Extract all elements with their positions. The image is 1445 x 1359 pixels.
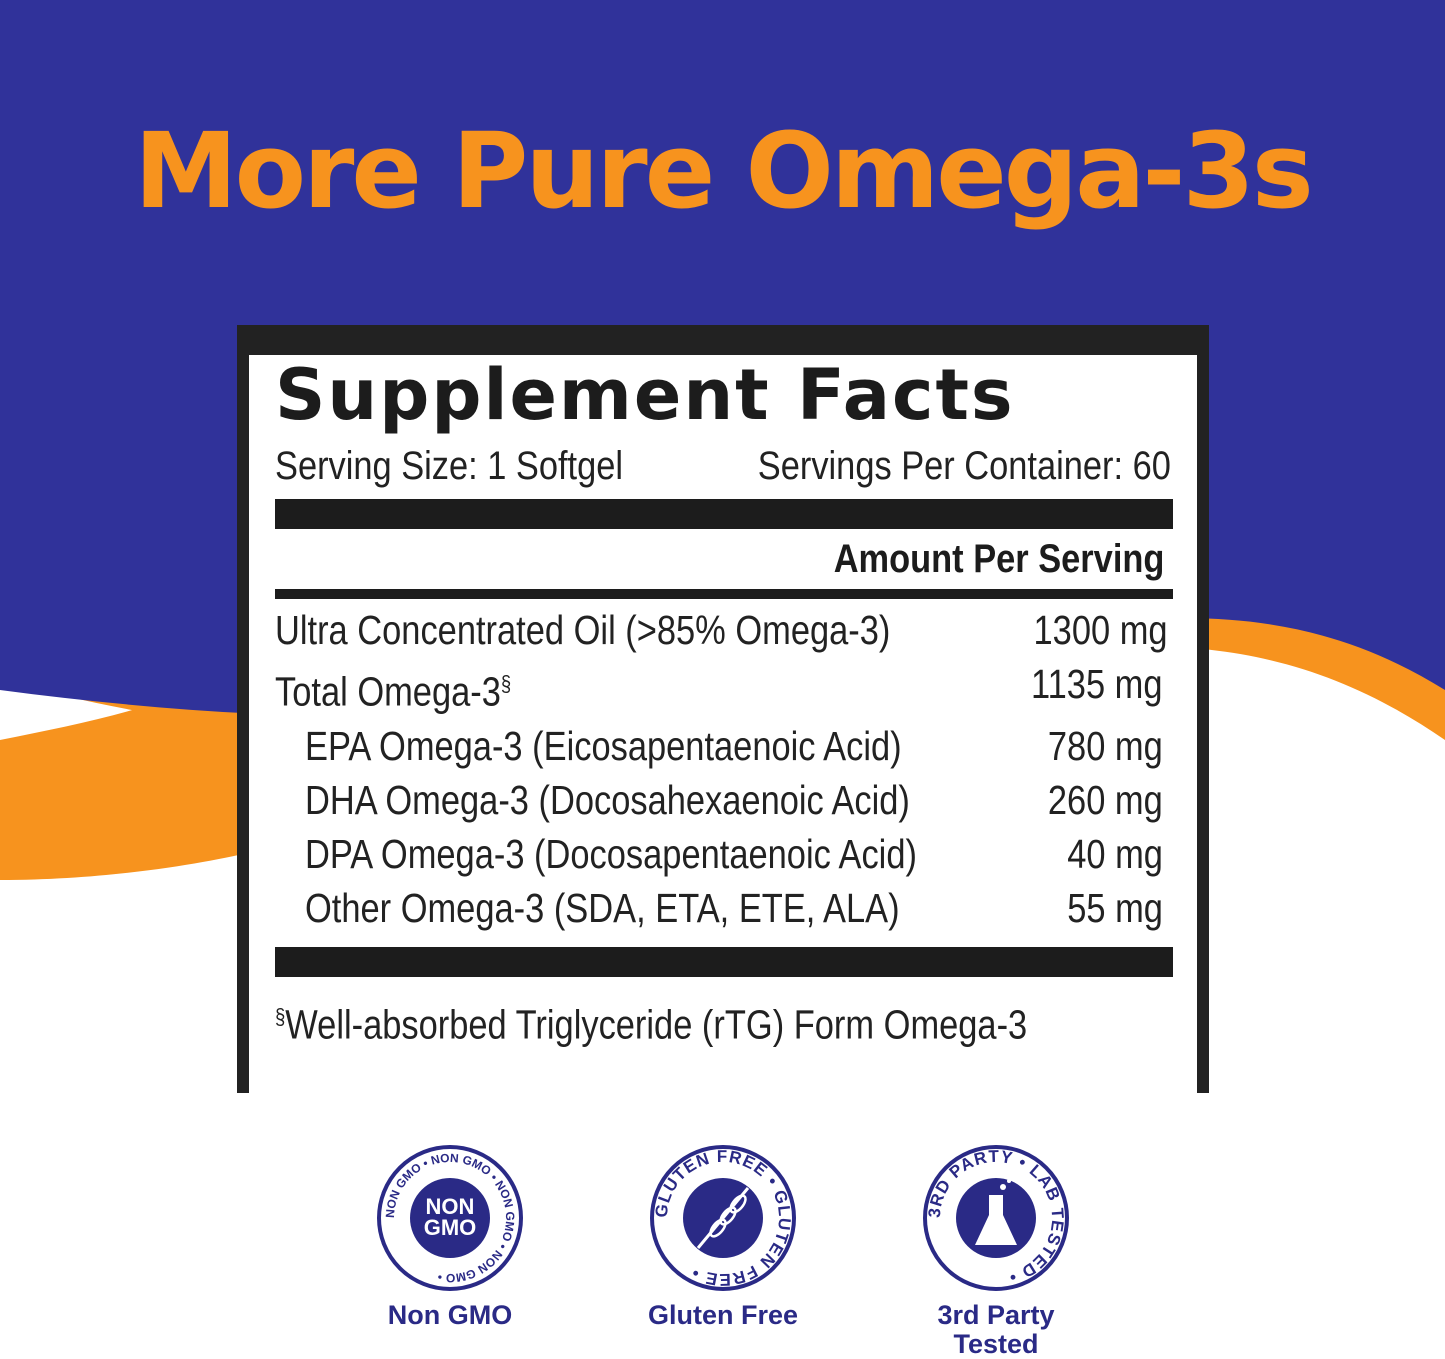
amount-per-serving-header: Amount Per Serving [833, 537, 1165, 581]
nutrient-row: DPA Omega-3 (Docosapentaenoic Acid) 40 mg [305, 830, 1163, 877]
lab-flask-icon: 3RD PARTY • LAB TESTED • [923, 1145, 1069, 1291]
badge-non-gmo: NON GMO • NON GMO • NON GMO • NON GMO • … [360, 1143, 540, 1330]
non-gmo-seal-icon: NON GMO • NON GMO • NON GMO • NON GMO • [377, 1145, 523, 1291]
section-mark: § [500, 671, 512, 696]
serving-size: Serving Size: 1 Softgel [275, 444, 624, 488]
serving-info: Serving Size: 1 Softgel Servings Per Con… [275, 441, 1171, 491]
badge-label: 3rd Party Tested [937, 1300, 1055, 1359]
badge-label: Gluten Free [647, 1300, 799, 1330]
footnote: §Well-absorbed Triglyceride (rTG) Form O… [275, 1001, 1028, 1048]
badge-gluten-free: GLUTEN FREE • GLUTEN FREE • Gluten Free [633, 1143, 813, 1330]
nutrient-row: EPA Omega-3 (Eicosapentaenoic Acid) 780 m… [305, 722, 1163, 769]
seal-text: NON GMO [423, 1194, 477, 1240]
thin-divider [275, 589, 1173, 599]
nutrient-row: Ultra Concentrated Oil (>85% Omega-3) 130… [275, 607, 1168, 653]
badge-3rd-party-tested: 3RD PARTY • LAB TESTED • 3rd Party Tested [906, 1143, 1086, 1359]
nutrient-row: DHA Omega-3 (Docosahexaenoic Acid) 260 mg [305, 776, 1163, 823]
nutrient-rows: Ultra Concentrated Oil (>85% Omega-3) 130… [275, 599, 1173, 935]
servings-per-container: Servings Per Container: 60 [757, 444, 1171, 488]
badge-label: Non GMO [387, 1300, 513, 1330]
thick-divider [275, 946, 1173, 977]
headline: More Pure Omega-3s [134, 110, 1314, 232]
supplement-facts-panel: Supplement Facts Serving Size: 1 Softgel… [237, 325, 1209, 1099]
thick-divider [275, 499, 1173, 529]
nutrient-row: Other Omega-3 (SDA, ETA, ETE, ALA) 55 mg [305, 884, 1163, 931]
gluten-free-wheat-icon: GLUTEN FREE • GLUTEN FREE • [650, 1145, 796, 1291]
facts-title: Supplement Facts [275, 354, 1015, 436]
nutrient-row: Total Omega-3§ 1135 mg [275, 661, 1163, 715]
